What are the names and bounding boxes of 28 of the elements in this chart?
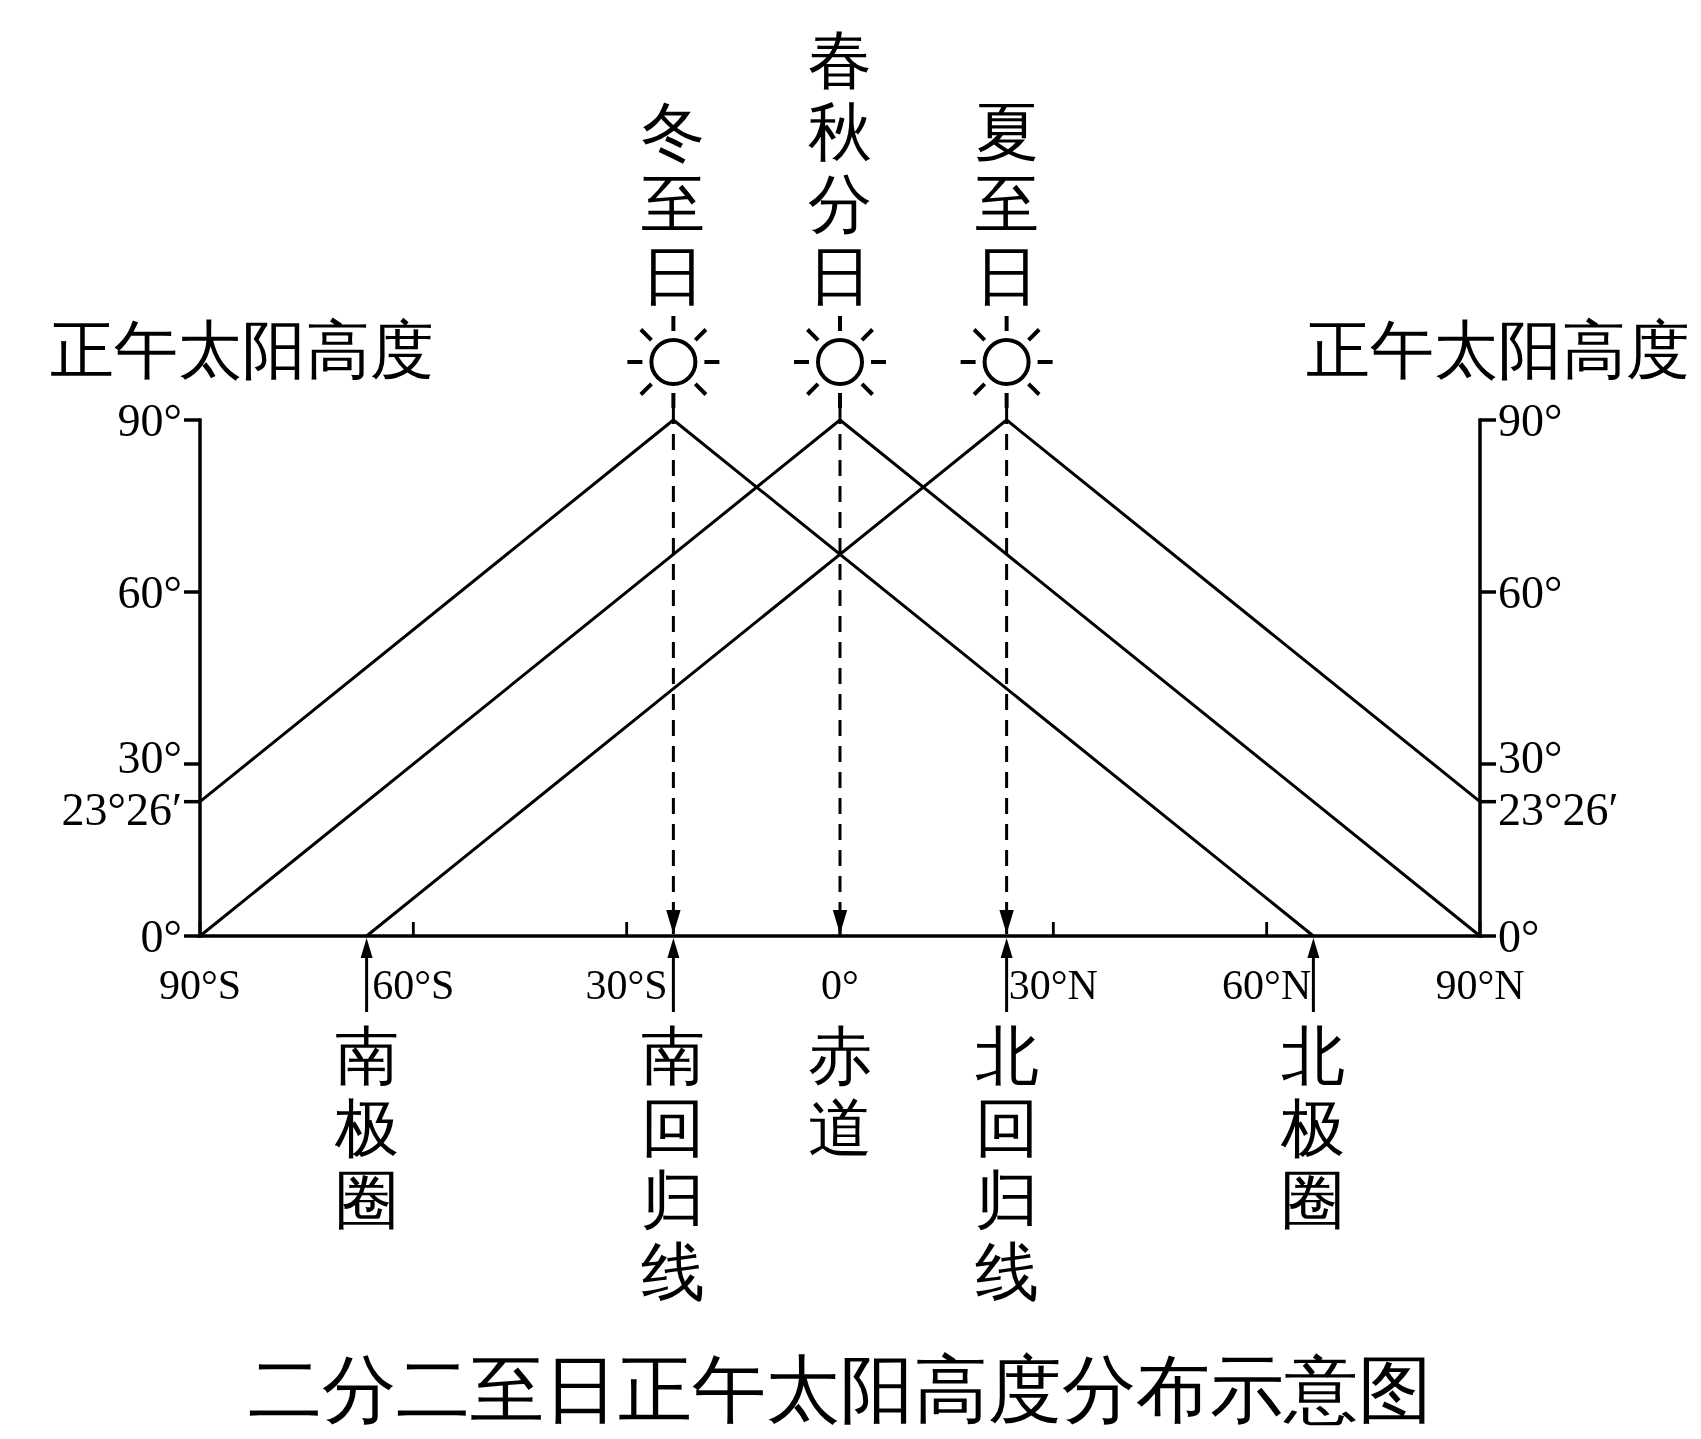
y-axis-title: 正午太阳高度 <box>50 315 434 386</box>
y-tick-label: 30° <box>117 731 182 783</box>
y2-tick-label: 23°26′ <box>1498 783 1619 835</box>
y2-tick-label: 60° <box>1498 566 1563 618</box>
text: 二分二至日正午太阳高度分布示意图 <box>248 1349 1432 1431</box>
annotation: 南回归线 <box>641 1021 706 1309</box>
series-label: 夏至日 <box>974 97 1039 313</box>
y2-axis-title: 正午太阳高度 <box>1306 315 1690 386</box>
annotation: 赤道 <box>808 1021 872 1165</box>
x-tick-label: 30°N <box>1008 962 1098 1009</box>
x-tick-label: 90°S <box>158 962 242 1009</box>
y2-tick-label: 90° <box>1498 394 1563 446</box>
y2-tick-label: 30° <box>1498 731 1563 783</box>
series-label: 春秋分日 <box>808 25 872 313</box>
annotation: 北回归线 <box>974 1021 1039 1309</box>
x-tick-label: 90°N <box>1435 962 1525 1009</box>
y-tick-label: 90° <box>117 394 182 446</box>
y-tick-label: 0° <box>140 910 182 962</box>
y-tick-label: 60° <box>117 566 182 618</box>
x-tick-label: 60°S <box>372 962 455 1009</box>
x-tick-label: 0° <box>821 962 859 1009</box>
y-tick-label: 23°26′ <box>61 783 182 835</box>
annotation: 北极圈 <box>1280 1021 1346 1237</box>
annotation: 南极圈 <box>333 1021 399 1237</box>
y2-tick-label: 0° <box>1498 910 1540 962</box>
series-label: 冬至日 <box>641 97 706 313</box>
x-tick-label: 60°N <box>1222 962 1312 1009</box>
x-tick-label: 30°S <box>585 962 668 1009</box>
